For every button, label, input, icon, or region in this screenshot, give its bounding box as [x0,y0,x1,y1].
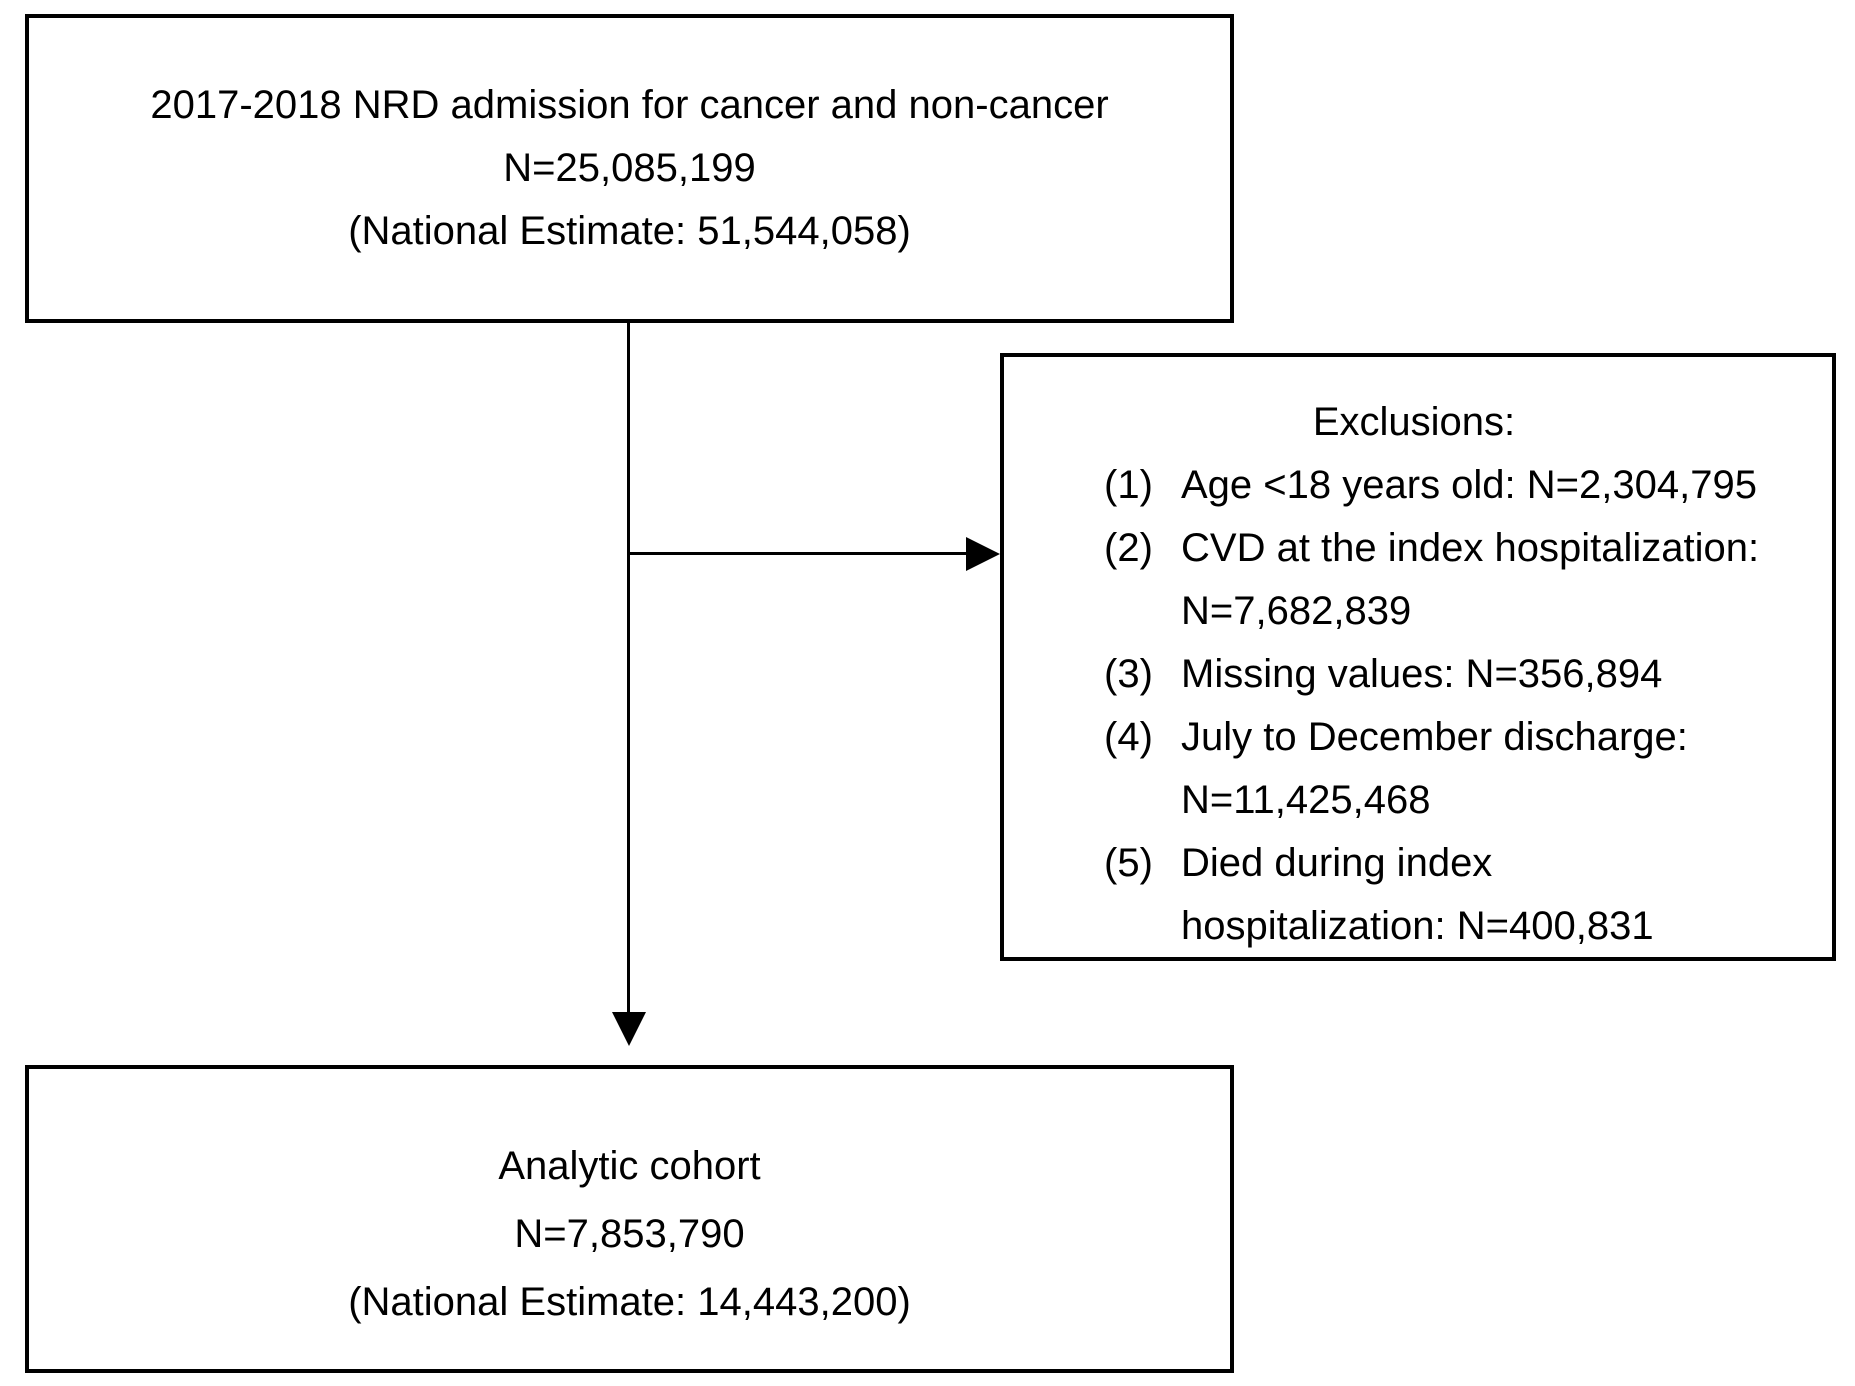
exclusions-box: Exclusions: (1) Age <18 years old: N=2,3… [1000,353,1836,961]
flow-arrow-right-line [629,552,967,555]
source-population-box: 2017-2018 NRD admission for cancer and n… [25,14,1234,323]
analytic-cohort-title: Analytic cohort [498,1144,761,1188]
exclusion-item-5-n: hospitalization: N=400,831 [1181,904,1654,948]
exclusion-item-4-text: July to December discharge: [1181,715,1688,759]
exclusion-item-2-n: N=7,682,839 [1181,589,1412,633]
source-population-title: 2017-2018 NRD admission for cancer and n… [150,83,1109,127]
exclusion-item-5-number: (5) [1104,841,1153,885]
exclusions-title: Exclusions: [1312,400,1516,444]
analytic-cohort-national-estimate: (National Estimate: 14,443,200) [348,1280,911,1324]
analytic-cohort-box: Analytic cohort N=7,853,790 (National Es… [25,1065,1234,1373]
exclusion-item-5-text: Died during index [1181,841,1493,885]
flow-arrow-down-line [627,322,630,1013]
exclusion-item-4-number: (4) [1104,715,1153,759]
exclusion-item-3-number: (3) [1104,652,1153,696]
exclusion-item-1: (1) Age <18 years old: N=2,304,795 [1104,454,1824,517]
analytic-cohort-n: N=7,853,790 [514,1212,745,1256]
exclusion-item-1-text: Age <18 years old: N=2,304,795 [1181,463,1757,507]
exclusion-item-1-number: (1) [1104,463,1153,507]
exclusion-item-5: (5) Died during index hospitalization: N… [1104,832,1824,958]
exclusion-item-4-n: N=11,425,468 [1181,778,1431,822]
exclusion-item-3: (3) Missing values: N=356,894 [1104,643,1824,706]
exclusion-item-4: (4) July to December discharge: N=11,425… [1104,706,1824,832]
arrowhead-down-icon [612,1012,646,1046]
arrowhead-right-icon [966,537,1000,571]
exclusion-item-2: (2) CVD at the index hospitalization: N=… [1104,517,1824,643]
source-population-national-estimate: (National Estimate: 51,544,058) [348,209,911,253]
source-population-n: N=25,085,199 [503,146,756,190]
exclusions-list: (1) Age <18 years old: N=2,304,795 (2) C… [1004,454,1824,958]
exclusion-item-2-text: CVD at the index hospitalization: [1181,526,1760,570]
exclusion-item-3-text: Missing values: N=356,894 [1181,652,1663,696]
exclusion-item-2-number: (2) [1104,526,1153,570]
